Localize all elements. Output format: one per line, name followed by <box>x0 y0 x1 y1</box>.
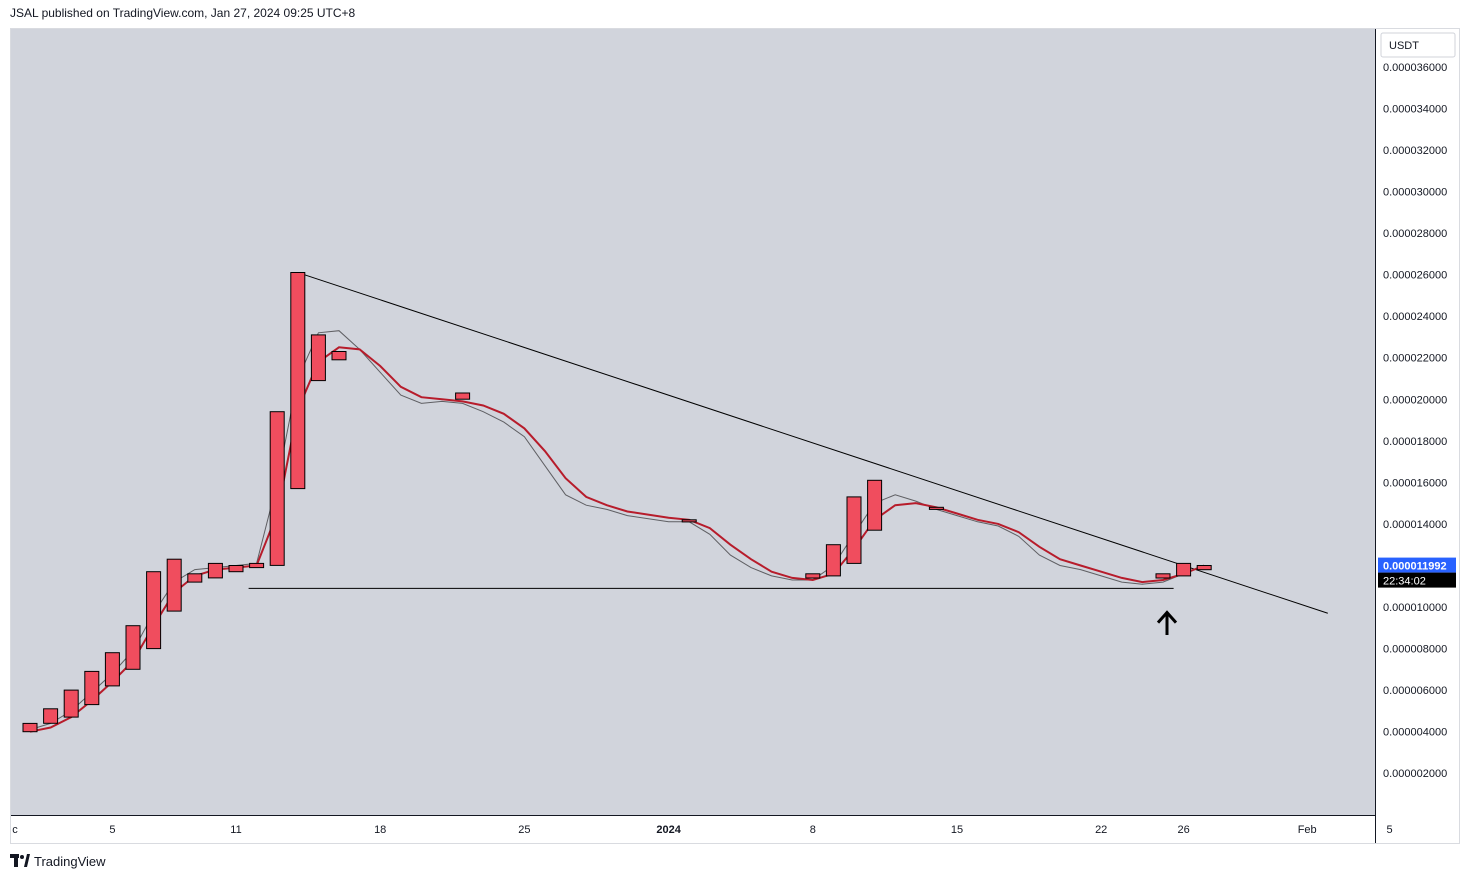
candle[interactable] <box>1155 573 1171 579</box>
candle[interactable] <box>331 351 347 361</box>
candle[interactable] <box>310 334 326 382</box>
candle[interactable] <box>43 708 59 724</box>
price-tick-label: 0.000024000 <box>1383 311 1447 323</box>
candle[interactable] <box>290 272 306 490</box>
price-tick-label: 0.000016000 <box>1383 477 1447 489</box>
candle[interactable] <box>63 689 79 718</box>
chart-frame[interactable]: USDT 0.000036000 0.000034000 0.000032000 0.… <box>10 28 1460 844</box>
footer: TradingView <box>10 852 106 870</box>
time-tick-label: 5 <box>1387 824 1393 836</box>
price-tick-label: 0.000008000 <box>1383 644 1447 656</box>
time-tick-label: 18 <box>374 824 386 836</box>
candle[interactable] <box>269 411 285 566</box>
candle[interactable] <box>928 506 944 510</box>
candle[interactable] <box>846 496 862 564</box>
price-tick-label: 0.000030000 <box>1383 187 1447 199</box>
countdown-badge <box>1378 572 1456 588</box>
candle[interactable] <box>1176 562 1192 577</box>
candle[interactable] <box>805 573 821 579</box>
candle[interactable] <box>228 565 244 573</box>
currency-box[interactable] <box>1380 32 1456 58</box>
price-tick-label: 0.000026000 <box>1383 270 1447 282</box>
descending-trendline[interactable] <box>297 272 1328 614</box>
time-tick-label: 26 <box>1177 824 1189 836</box>
time-tick-label: 8 <box>810 824 816 836</box>
candle[interactable] <box>84 670 100 706</box>
drawings-layer <box>248 272 1328 614</box>
candle[interactable] <box>104 652 120 687</box>
candle[interactable] <box>1196 565 1212 571</box>
up-arrow-icon[interactable] <box>1156 610 1178 635</box>
price-tick-label: 0.000036000 <box>1383 62 1447 74</box>
footer-brand: TradingView <box>34 853 106 869</box>
time-tick-label: 2024 <box>656 824 681 836</box>
price-tick-label: 0.000004000 <box>1383 727 1447 739</box>
time-tick-label: Feb <box>1298 824 1317 836</box>
tradingview-logo-icon <box>10 854 30 867</box>
candle[interactable] <box>146 571 162 650</box>
candle[interactable] <box>166 558 182 612</box>
arrow-marker <box>1156 610 1178 635</box>
candle[interactable] <box>867 479 883 531</box>
candle[interactable] <box>455 392 471 400</box>
time-tick-label: c <box>12 824 18 836</box>
currency-label: USDT <box>1389 40 1419 52</box>
price-tick-label: 0.000034000 <box>1383 103 1447 115</box>
time-tick-label: 15 <box>951 824 963 836</box>
price-tick-label: 0.000014000 <box>1383 519 1447 531</box>
countdown-value: 22:34:02 <box>1383 576 1426 588</box>
candle[interactable] <box>207 562 223 579</box>
candle[interactable] <box>125 625 141 670</box>
price-tick-label: 0.000010000 <box>1383 602 1447 614</box>
price-tick-label: 0.000002000 <box>1383 768 1447 780</box>
time-tick-label: 22 <box>1095 824 1107 836</box>
last-price-value: 0.000011992 <box>1383 561 1447 573</box>
price-axis-ticks: 0.000036000 0.000034000 0.000032000 0.00003… <box>1383 62 1447 780</box>
price-chart[interactable]: USDT 0.0000360000.0000340000.0000320000.… <box>11 29 1459 843</box>
publisher-header: JSAL published on TradingView.com, Jan 2… <box>10 6 356 20</box>
candle[interactable] <box>249 562 265 569</box>
price-tick-label: 0.000018000 <box>1383 436 1447 448</box>
candle[interactable] <box>825 544 841 577</box>
candles-layer <box>22 272 1212 733</box>
price-tick-label: 0.000006000 <box>1383 685 1447 697</box>
price-axis-background <box>1375 29 1459 843</box>
price-tick-label: 0.000020000 <box>1383 394 1447 406</box>
time-tick-label: 5 <box>109 824 115 836</box>
time-tick-label: 25 <box>518 824 530 836</box>
last-price-badge <box>1378 557 1456 573</box>
price-tick-label: 0.000022000 <box>1383 353 1447 365</box>
price-tick-label: 0.000028000 <box>1383 228 1447 240</box>
time-axis-background <box>11 815 1375 843</box>
candle[interactable] <box>681 519 697 523</box>
plot-background <box>11 29 1375 815</box>
time-tick-label: 11 <box>230 824 241 836</box>
price-tick-label: 0.000032000 <box>1383 145 1447 157</box>
candle[interactable] <box>187 573 203 583</box>
time-axis-ticks: c 5 11 18 25 2024 8 15 22 26 Feb 5 <box>12 824 1392 836</box>
candle[interactable] <box>22 722 38 733</box>
